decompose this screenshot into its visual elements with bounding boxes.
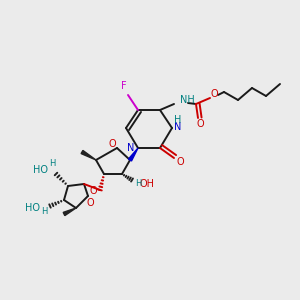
Text: N: N	[174, 122, 181, 131]
Text: H: H	[49, 160, 55, 169]
Text: NH: NH	[180, 95, 195, 105]
Text: H: H	[41, 208, 47, 217]
Text: N: N	[127, 143, 134, 153]
Text: OH: OH	[140, 179, 155, 189]
Polygon shape	[63, 208, 76, 216]
Text: O: O	[86, 198, 94, 208]
Text: O: O	[196, 119, 204, 129]
Text: F: F	[121, 81, 127, 91]
Text: O: O	[89, 186, 97, 196]
Text: H: H	[135, 178, 141, 188]
Polygon shape	[81, 150, 96, 160]
Text: HO: HO	[25, 203, 40, 213]
Text: H: H	[174, 115, 182, 125]
Text: O: O	[210, 89, 218, 99]
Polygon shape	[128, 148, 138, 161]
Text: HO: HO	[33, 165, 48, 175]
Text: O: O	[108, 139, 116, 149]
Text: O: O	[176, 157, 184, 167]
